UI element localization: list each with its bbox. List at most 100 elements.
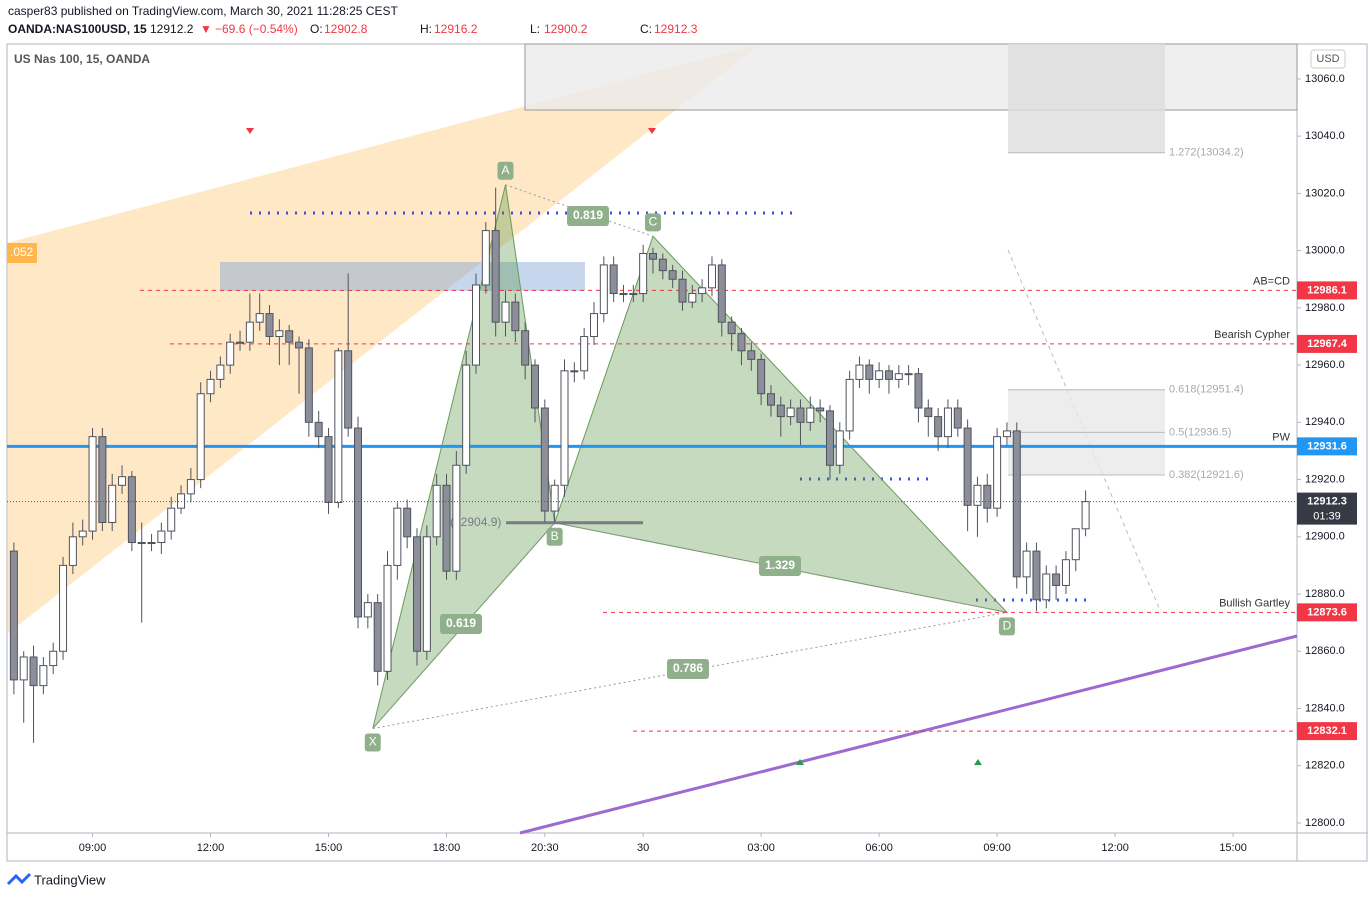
candle-body (295, 341, 304, 349)
harmonic-guide (372, 522, 556, 729)
candle-body (354, 427, 363, 618)
point-label: X (369, 735, 377, 749)
point-tag (497, 161, 514, 180)
countdown: 01:39 (1313, 511, 1341, 523)
candle-body (324, 436, 333, 503)
candle-body (845, 378, 854, 432)
candle-body (688, 293, 697, 303)
candle-body (1052, 573, 1061, 586)
candle-body (196, 393, 205, 481)
candle-body (403, 507, 412, 538)
y-tick-label: 12860.0 (1305, 645, 1345, 657)
ratio-label: 0.786 (673, 661, 703, 675)
candle-body (894, 373, 903, 380)
level-label: Bullish Gartley (1219, 597, 1290, 609)
candle-body (924, 407, 933, 418)
candle-body (373, 602, 382, 672)
point-tag (364, 733, 381, 752)
candle-body (570, 370, 579, 373)
candle-body (9, 550, 18, 681)
candle-body (943, 407, 952, 438)
x-tick-label: 30 (637, 842, 649, 854)
y-tick-label: 12820.0 (1305, 760, 1345, 772)
candle-body (265, 313, 274, 337)
currency: USD (1316, 53, 1339, 65)
candle-body (825, 410, 834, 466)
candle-body (481, 230, 490, 286)
x-tick-label: 15:00 (1219, 842, 1247, 854)
candle-body (314, 421, 323, 438)
price-tag (1297, 334, 1357, 353)
ratio-label: 1.329 (765, 558, 795, 572)
channel-tag (7, 243, 37, 263)
price-tag (1297, 603, 1357, 622)
point-label: C (649, 214, 658, 228)
candle-body (363, 602, 372, 618)
candle-body (127, 476, 136, 544)
candle-body (658, 258, 667, 272)
level-label: Bearish Cypher (1214, 329, 1290, 341)
y-tick-label: 12960.0 (1305, 359, 1345, 371)
candle-body (275, 330, 284, 337)
zone-box (524, 43, 1298, 111)
candle-body (963, 427, 972, 506)
candle-body (19, 656, 28, 681)
price-tag-label: 12986.1 (1307, 284, 1347, 296)
chart-title: US Nas 100, 15, OANDA (14, 52, 150, 66)
y-tick-label: 13040.0 (1305, 130, 1345, 142)
fib-upper (1008, 44, 1165, 153)
x-tick-label: 03:00 (747, 842, 775, 854)
point-tag (644, 213, 661, 232)
candle-body (39, 665, 48, 687)
candle-body (757, 358, 766, 395)
candle-body (472, 284, 481, 366)
candle-body (1022, 550, 1031, 578)
plot: 12800.0 12820.0 12840.0 12860.0 12880.0 12900… (7, 44, 1357, 854)
candle-body (668, 270, 677, 280)
candle-body (432, 484, 441, 538)
y-tick-label: 12880.0 (1305, 588, 1345, 600)
candle-body (648, 252, 657, 260)
candle-body (206, 378, 215, 395)
y-tick-label: 13020.0 (1305, 187, 1345, 199)
candle-body (255, 313, 264, 323)
point-label: D (1003, 619, 1012, 633)
candle-body (698, 287, 707, 295)
candle-body (413, 536, 422, 652)
x-tick-label: 18:00 (433, 842, 461, 854)
ohlc-value: 12912.3 (654, 22, 698, 36)
candle-body (1071, 528, 1080, 561)
candle-body (550, 484, 559, 512)
candle-body (580, 335, 589, 372)
ratio-tag (567, 206, 609, 226)
publisher: casper83 published on TradingView.com, M… (8, 4, 398, 18)
candle-body (491, 230, 500, 323)
zone-blue (220, 262, 585, 291)
price-tag-label: 12873.6 (1307, 606, 1347, 618)
candle-body (973, 484, 982, 506)
candle-body (383, 564, 392, 672)
x-tick-label: 06:00 (865, 842, 893, 854)
y-tick-label: 13000.0 (1305, 245, 1345, 257)
candle-body (934, 416, 943, 438)
ohlc-label: H: (420, 22, 432, 36)
candle-body (521, 330, 530, 366)
candle-body (875, 370, 884, 380)
x-tick-label: 09:00 (79, 842, 107, 854)
candle-body (530, 364, 539, 409)
ohlc: O: 12902.8 H: 12916.2 L: 12900.2 C: 12912.3 (310, 22, 698, 36)
change-arrow: ▼ (200, 22, 212, 36)
b-price: (12904.9) (450, 515, 501, 529)
candle-body (707, 264, 716, 289)
candle-body (983, 484, 992, 509)
point-tag (546, 527, 563, 546)
candle-body (766, 393, 775, 406)
ohlc-value: 12900.2 (544, 22, 588, 36)
candle-body (501, 301, 510, 323)
price-tag-label: 12832.1 (1307, 725, 1347, 737)
ratio-label: 0.819 (573, 208, 603, 222)
candle-body (1012, 430, 1021, 578)
candle-body (49, 650, 58, 667)
channel-label: .052 (10, 245, 34, 259)
candle-body (147, 542, 156, 545)
